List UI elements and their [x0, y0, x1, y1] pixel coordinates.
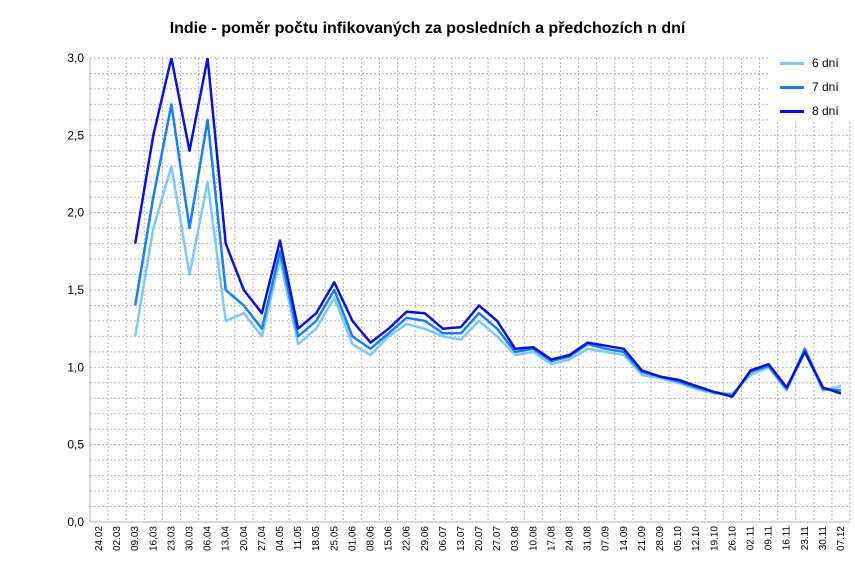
grid-lines	[89, 57, 851, 523]
y-tick-label: 0,0	[67, 515, 84, 529]
x-tick-label: 14.09	[619, 526, 630, 551]
x-tick-label: 23.11	[800, 526, 811, 551]
x-tick-label: 06.07	[438, 526, 449, 551]
x-tick-label: 21.09	[637, 526, 648, 551]
x-tick-label: 12.10	[691, 526, 702, 551]
x-tick-label: 30.11	[818, 526, 829, 551]
x-tick-label: 02.03	[112, 526, 123, 551]
x-tick-label: 07.12	[836, 526, 847, 551]
x-tick-label: 13.07	[456, 526, 467, 551]
x-tick-label: 20.07	[474, 526, 485, 551]
legend-swatch	[780, 86, 804, 89]
x-tick-label: 10.08	[528, 526, 539, 551]
y-tick-label: 2,5	[67, 128, 84, 142]
x-tick-label: 11.05	[293, 526, 304, 551]
x-tick-label: 29.06	[420, 526, 431, 551]
x-tick-label: 24.08	[565, 526, 576, 551]
x-tick-label: 08.06	[365, 526, 376, 551]
legend-label: 8 dní	[812, 104, 839, 118]
x-tick-label: 27.07	[492, 526, 503, 551]
series-lines	[133, 58, 842, 398]
x-tick-label: 18.05	[311, 526, 322, 551]
legend: 6 dní 7 dní 8 dní	[770, 50, 855, 122]
y-tick-label: 1,0	[67, 360, 84, 374]
y-tick-label: 1,5	[67, 283, 84, 297]
x-tick-label: 16.11	[782, 526, 793, 551]
x-tick-labels: 24.02 02.03 09.03 16.03 23.03 30.03 06.04 13.04…	[94, 526, 847, 551]
x-tick-label: 27.04	[257, 526, 268, 551]
y-tick-label: 3,0	[67, 51, 84, 65]
x-tick-label: 20.04	[239, 526, 250, 551]
x-tick-label: 13.04	[221, 526, 232, 551]
x-tick-label: 09.03	[130, 526, 141, 551]
x-tick-label: 02.11	[745, 526, 756, 551]
x-tick-label: 19.10	[709, 526, 720, 551]
y-tick-labels: 0,0 0,5 1,0 1,5 2,0 2,5 3,0	[67, 51, 84, 529]
x-tick-label: 24.02	[94, 526, 105, 551]
x-tick-label: 30.03	[185, 526, 196, 551]
chart-title: Indie - poměr počtu infikovaných za posl…	[169, 20, 686, 37]
x-tick-label: 03.08	[510, 526, 521, 551]
x-tick-label: 15.06	[384, 526, 395, 551]
axes	[89, 58, 850, 523]
y-tick-label: 2,0	[67, 206, 84, 220]
legend-label: 7 dní	[812, 80, 839, 94]
x-tick-label: 28.09	[655, 526, 666, 551]
x-tick-label: 23.03	[166, 526, 177, 551]
x-tick-label: 31.08	[583, 526, 594, 551]
series-line	[133, 58, 842, 398]
legend-swatch	[780, 110, 804, 113]
x-tick-label: 06.04	[203, 526, 214, 551]
x-tick-label: 26.10	[727, 526, 738, 551]
x-tick-label: 05.10	[673, 526, 684, 551]
x-tick-label: 25.05	[329, 526, 340, 551]
x-tick-label: 07.09	[601, 526, 612, 551]
x-tick-label: 22.06	[402, 526, 413, 551]
x-tick-label: 01.06	[347, 526, 358, 551]
x-tick-label: 09.11	[764, 526, 775, 551]
x-tick-label: 17.08	[546, 526, 557, 551]
legend-swatch	[780, 62, 804, 65]
y-tick-label: 0,5	[67, 438, 84, 452]
x-tick-label: 04.05	[275, 526, 286, 551]
x-tick-label: 16.03	[148, 526, 159, 551]
legend-label: 6 dní	[812, 56, 839, 70]
